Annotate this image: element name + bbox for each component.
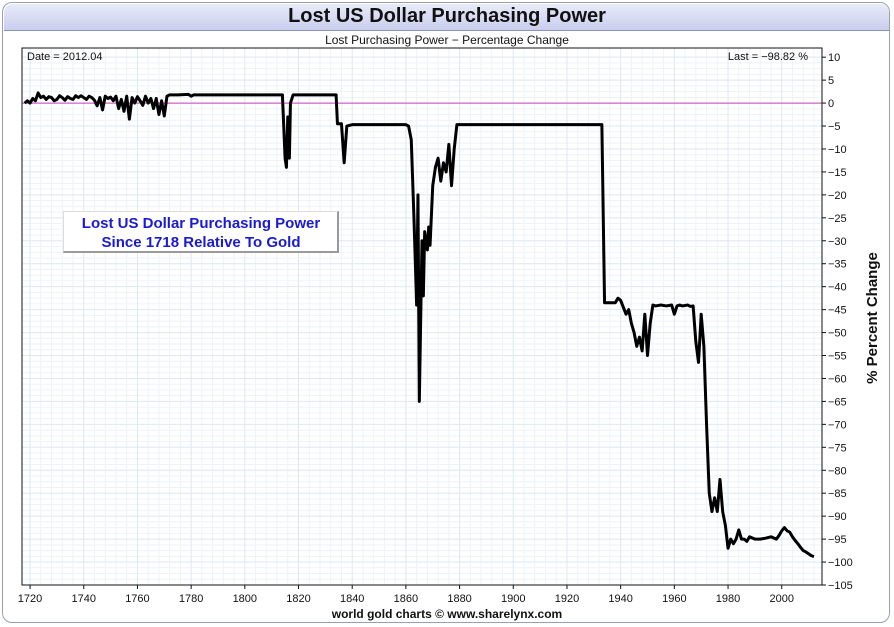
y-tick-label: −45 (828, 305, 847, 317)
plot-border (21, 47, 823, 586)
x-tick-label: 1900 (501, 593, 525, 605)
y-tick-label: −20 (828, 190, 847, 202)
chart-subtitle: Lost Purchasing Power − Percentage Chang… (325, 33, 569, 47)
y-tick-label: −90 (828, 511, 847, 523)
y-tick-label: −60 (828, 373, 847, 385)
y-tick-label: −55 (828, 351, 847, 363)
y-tick-label: −95 (828, 534, 847, 546)
x-tick-label: 1840 (340, 593, 364, 605)
x-tick-label: 1940 (608, 593, 632, 605)
footer-credit: world gold charts © www.sharelynx.com (331, 607, 563, 621)
y-tick-label: −50 (828, 328, 847, 340)
y-tick-label: −40 (828, 282, 847, 294)
chart-title: Lost US Dollar Purchasing Power (288, 5, 606, 27)
y-tick-label: −35 (828, 259, 847, 271)
x-tick-label: 1800 (233, 593, 257, 605)
x-tick-label: 1820 (286, 593, 310, 605)
annotation-line-2: Since 1718 Relative To Gold (101, 234, 301, 251)
y-tick-label: −105 (828, 580, 853, 592)
y-tick-label: −65 (828, 396, 847, 408)
x-tick-label: 1960 (662, 593, 686, 605)
x-tick-label: 1920 (555, 593, 579, 605)
y-tick-label: 5 (828, 75, 834, 87)
x-tick-label: 1720 (18, 593, 42, 605)
y-tick-label: −80 (828, 465, 847, 477)
y-tick-label: −10 (828, 144, 847, 156)
last-value-readout: Last = −98.82 % (728, 51, 808, 63)
title-bar (4, 4, 889, 31)
annotation-box (63, 211, 339, 253)
y-tick-label: −30 (828, 236, 847, 248)
y-tick-label: −25 (828, 213, 847, 225)
date-readout: Date = 2012.04 (27, 51, 103, 63)
y-axis-label: % Percent Change (864, 252, 881, 384)
minor-grid (22, 48, 822, 585)
x-axis: 1720 1740 1760 1780 1800 1820 1840 1860 1880 1900… (18, 585, 794, 605)
y-axis: 10 5 0 −5 −10 −15 −20 −25 −30 −35 −40 −45 −50 −55 −60 −… (822, 52, 853, 592)
y-tick-label: 0 (828, 98, 834, 110)
x-tick-label: 1860 (394, 593, 418, 605)
y-tick-label: −100 (828, 557, 853, 569)
series-line (23, 91, 815, 559)
x-tick-label: 1880 (447, 593, 471, 605)
y-tick-label: 10 (828, 52, 840, 64)
annotation-line-1: Lost US Dollar Purchasing Power (81, 215, 321, 232)
x-tick-label: 1760 (125, 593, 149, 605)
x-tick-label: 1740 (72, 593, 96, 605)
y-tick-label: −75 (828, 442, 847, 454)
x-tick-label: 1980 (716, 593, 740, 605)
x-tick-label: 1780 (179, 593, 203, 605)
y-tick-label: −15 (828, 167, 847, 179)
x-tick-label: 2000 (769, 593, 793, 605)
y-tick-label: −5 (828, 121, 841, 133)
y-tick-label: −70 (828, 419, 847, 431)
y-tick-label: −85 (828, 488, 847, 500)
